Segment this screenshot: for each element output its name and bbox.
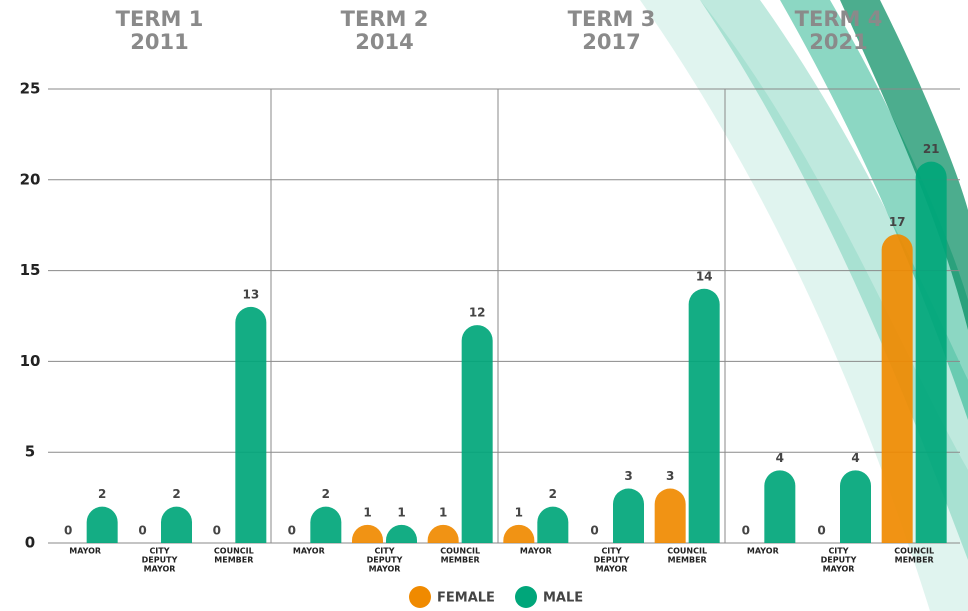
value-label: 1 [363, 505, 371, 519]
value-label: 2 [549, 487, 557, 501]
value-label: 1 [515, 505, 523, 519]
bar [537, 506, 569, 543]
x-tick-label: MEMBER [668, 556, 707, 565]
value-label: 4 [776, 451, 784, 465]
panel-subtitle: 2021 [809, 30, 867, 54]
bar [86, 506, 118, 543]
bar [764, 470, 796, 543]
x-tick-label: MEMBER [895, 556, 934, 565]
y-tick-label: 25 [20, 80, 41, 98]
bar [840, 470, 871, 543]
legend-swatch [515, 586, 537, 608]
value-label: 0 [742, 524, 750, 538]
value-label: 0 [288, 524, 296, 538]
x-tick-label: COUNCIL [440, 547, 480, 556]
x-tick-label: COUNCIL [894, 547, 934, 556]
x-tick-label: CITY [601, 547, 621, 556]
x-tick-label: COUNCIL [214, 547, 254, 556]
x-tick-label: CITY [374, 547, 394, 556]
value-label: 3 [624, 469, 632, 483]
bar [461, 325, 493, 543]
value-label: 12 [469, 306, 486, 320]
panel-subtitle: 2017 [582, 30, 640, 54]
x-tick-label: DEPUTY [821, 556, 857, 565]
panel-subtitle: 2014 [355, 30, 413, 54]
value-label: 21 [923, 142, 940, 156]
bar [881, 234, 913, 544]
value-label: 0 [590, 524, 598, 538]
panel-title: TERM 2 [341, 7, 429, 31]
x-tick-label: MAYOR [596, 565, 628, 574]
bar [235, 306, 267, 543]
value-label: 4 [851, 451, 859, 465]
x-tick-label: MAYOR [823, 565, 855, 574]
x-tick-label: CITY [149, 547, 169, 556]
y-tick-label: 0 [25, 534, 35, 552]
x-tick-label: DEPUTY [367, 556, 403, 565]
x-tick-label: MAYOR [293, 547, 325, 556]
bar [427, 524, 459, 543]
x-tick-label: DEPUTY [594, 556, 630, 565]
y-tick-label: 20 [20, 170, 41, 188]
x-tick-label: MEMBER [441, 556, 480, 565]
value-label: 1 [397, 505, 405, 519]
panel-subtitle: 2011 [130, 30, 188, 54]
legend-label: MALE [543, 591, 583, 606]
panel-title: TERM 4 [795, 7, 883, 31]
legend-swatch [409, 586, 431, 608]
value-label: 3 [666, 469, 674, 483]
value-label: 1 [439, 505, 447, 519]
bar [654, 488, 686, 543]
value-label: 0 [817, 524, 825, 538]
value-label: 2 [322, 487, 330, 501]
bar [386, 524, 417, 543]
panel-title: TERM 3 [568, 7, 656, 31]
value-label: 0 [64, 524, 72, 538]
bar [915, 161, 947, 543]
value-label: 13 [242, 287, 259, 301]
bar [503, 524, 535, 543]
x-tick-label: MAYOR [520, 547, 552, 556]
bar [352, 524, 383, 543]
value-label: 17 [889, 215, 906, 229]
x-tick-label: MEMBER [214, 556, 253, 565]
x-tick-label: MAYOR [69, 547, 101, 556]
x-tick-label: CITY [828, 547, 848, 556]
x-tick-label: MAYOR [369, 565, 401, 574]
x-tick-label: COUNCIL [667, 547, 707, 556]
y-tick-label: 15 [20, 261, 41, 279]
x-tick-label: DEPUTY [142, 556, 178, 565]
legend-label: FEMALE [437, 591, 495, 606]
bar [161, 506, 192, 543]
value-label: 2 [98, 487, 106, 501]
panel-title: TERM 1 [116, 7, 204, 31]
bar [310, 506, 342, 543]
value-label: 14 [696, 269, 713, 283]
value-label: 0 [138, 524, 146, 538]
y-tick-label: 5 [25, 443, 35, 461]
y-tick-label: 10 [20, 352, 41, 370]
bar [688, 288, 720, 543]
bar [613, 488, 644, 543]
x-tick-label: MAYOR [747, 547, 779, 556]
value-label: 2 [172, 487, 180, 501]
value-label: 0 [213, 524, 221, 538]
x-tick-label: MAYOR [144, 565, 176, 574]
